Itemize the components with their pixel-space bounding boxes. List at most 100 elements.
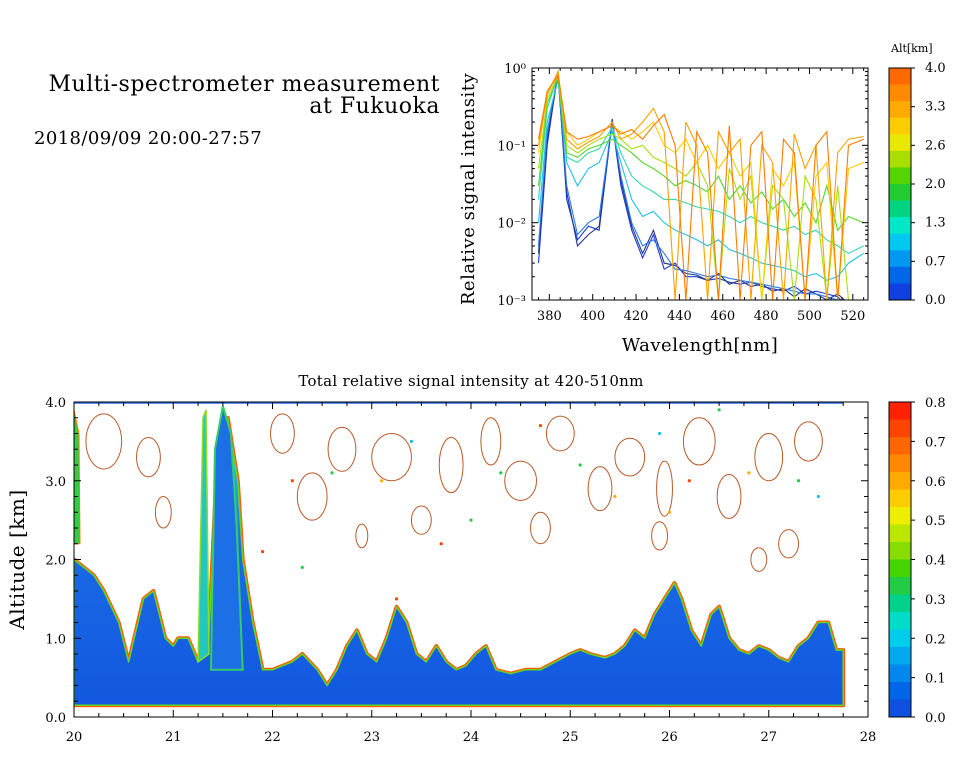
spectrum-series-line xyxy=(537,75,846,300)
intensity-colorbar-segment xyxy=(889,419,911,438)
heatmap-x-tick-label: 24 xyxy=(463,730,480,745)
cloud-contour xyxy=(480,417,502,466)
intensity-colorbar-segment xyxy=(889,402,911,420)
heatmap-data xyxy=(74,402,846,708)
intensity-colorbar-segment xyxy=(889,629,911,648)
cloud-contour xyxy=(750,547,768,572)
spectrum-series-line xyxy=(537,75,864,232)
intensity-colorbar-segment xyxy=(889,472,911,490)
alt-colorbar-tick-label: 3.3 xyxy=(925,100,946,115)
intensity-colorbar-tick-label: 0.4 xyxy=(925,554,946,569)
page-title: Multi-spectrometer measurement xyxy=(48,72,440,97)
intensity-colorbar-segment xyxy=(889,542,911,560)
alt-colorbar-segment xyxy=(889,167,911,185)
spectrum-series-line xyxy=(537,71,864,300)
spectrum-x-tick-label: 480 xyxy=(754,309,779,324)
spectrum-series-line xyxy=(537,69,864,300)
spectrum-series-line xyxy=(537,73,840,300)
signal-speck xyxy=(816,494,820,499)
spectrum-series-line xyxy=(537,74,864,300)
intensity-colorbar-tick-label: 0.2 xyxy=(925,632,946,647)
cloud-contour xyxy=(614,437,646,477)
signal-speck xyxy=(394,597,399,601)
cloud-contour xyxy=(154,496,172,529)
heatmap-x-tick-label: 22 xyxy=(264,730,281,745)
signal-speck xyxy=(330,471,334,475)
spectrum-x-tick-label: 380 xyxy=(537,309,562,324)
heatmap-x-tick-label: 23 xyxy=(363,730,380,745)
signal-speck xyxy=(657,431,662,436)
intensity-colorbar-segment xyxy=(889,699,911,718)
heatmap-x-tick-label: 20 xyxy=(66,730,83,745)
aerosol-plume xyxy=(209,405,244,671)
cloud-contour xyxy=(270,413,295,454)
spectrum-y-tick-label: 10⁻² xyxy=(497,217,526,232)
intensity-colorbar-segment xyxy=(889,647,911,665)
heatmap-y-tick-label: 2.0 xyxy=(45,554,66,569)
alt-colorbar-tick-label: 1.3 xyxy=(925,216,946,231)
intensity-colorbar-segment xyxy=(889,612,911,630)
alt-colorbar-tick-label: 4.0 xyxy=(925,61,946,76)
intensity-colorbar-segment xyxy=(889,559,911,578)
signal-speck xyxy=(290,479,294,483)
heatmap-y-tick-label: 4.0 xyxy=(45,396,66,411)
signal-speck xyxy=(578,463,582,467)
spectrum-series-line xyxy=(537,75,864,255)
cloud-contour xyxy=(136,436,161,478)
signal-speck xyxy=(499,471,503,475)
spectrum-series-line xyxy=(537,71,842,300)
cloud-contour xyxy=(754,433,784,482)
spectrum-x-tick-label: 440 xyxy=(667,309,692,324)
intensity-colorbar-tick-label: 0.3 xyxy=(925,593,946,608)
alt-colorbar-segment xyxy=(889,200,911,218)
intensity-colorbar-segment xyxy=(889,437,911,455)
left-edge-cloud xyxy=(74,409,81,545)
signal-speck xyxy=(300,565,304,569)
cloud-contour xyxy=(716,473,742,520)
spectrum-y-tick-label: 10⁻³ xyxy=(497,294,526,309)
boundary-layer-region xyxy=(74,417,844,706)
signal-speck xyxy=(667,510,672,514)
heatmap-x-tick-label: 25 xyxy=(562,730,579,745)
intensity-colorbar-segment xyxy=(889,594,911,613)
alt-colorbar-tick-label: 0.7 xyxy=(925,254,946,269)
intensity-colorbar-segment xyxy=(889,524,911,543)
spectrum-x-tick-label: 520 xyxy=(840,309,865,324)
cloud-contour xyxy=(778,529,800,559)
intensity-colorbar-segment xyxy=(889,664,911,683)
alt-colorbar-segment xyxy=(889,250,911,268)
intensity-colorbar-tick-label: 0.5 xyxy=(925,514,946,529)
signal-speck xyxy=(796,479,801,483)
heatmap-x-tick-label: 27 xyxy=(760,730,777,745)
cloud-contour xyxy=(651,521,669,551)
spectrum-y-axis-label: Relative signal intensity xyxy=(458,73,479,306)
signal-speck xyxy=(380,479,384,483)
spectrum-x-axis-label: Wavelength[nm] xyxy=(622,335,779,356)
altitude-heatmap: 20 21 22 23 24 25 26 27 28 0.0 1.0 2.0 3.0 4.0 Total r… xyxy=(5,372,946,745)
measurement-datetime: 2018/09/09 20:00-27:57 xyxy=(34,128,263,149)
title-block: Multi-spectrometer measurement at Fukuok… xyxy=(12,72,440,119)
spectrum-plot-frame xyxy=(531,67,869,301)
intensity-colorbar-tick-label: 0.7 xyxy=(925,435,946,450)
alt-colorbar-title: Alt[km] xyxy=(890,42,933,55)
spectrum-series-line xyxy=(537,79,864,281)
intensity-colorbar-segment xyxy=(889,489,911,508)
signal-speck xyxy=(717,408,721,412)
cloud-contour xyxy=(504,460,538,501)
spectrum-x-tick-label: 460 xyxy=(710,309,735,324)
signal-speck xyxy=(439,542,443,546)
spectrum-y-tick-label: 10⁰ xyxy=(504,62,526,77)
alt-colorbar-segment xyxy=(889,266,911,284)
spectrum-x-tick-label: 420 xyxy=(624,309,649,324)
cloud-contour xyxy=(438,436,464,494)
spectrum-series-group xyxy=(537,69,864,300)
alt-colorbar-segment xyxy=(889,150,911,168)
heatmap-x-tick-label: 28 xyxy=(860,730,877,745)
heatmap-title: Total relative signal intensity at 420-5… xyxy=(298,372,643,390)
intensity-colorbar-segment xyxy=(889,507,911,525)
signal-speck xyxy=(260,550,265,554)
heatmap-y-tick-label: 1.0 xyxy=(45,632,66,647)
cloud-contour xyxy=(656,460,673,517)
intensity-colorbar-tick-label: 0.0 xyxy=(925,711,946,726)
